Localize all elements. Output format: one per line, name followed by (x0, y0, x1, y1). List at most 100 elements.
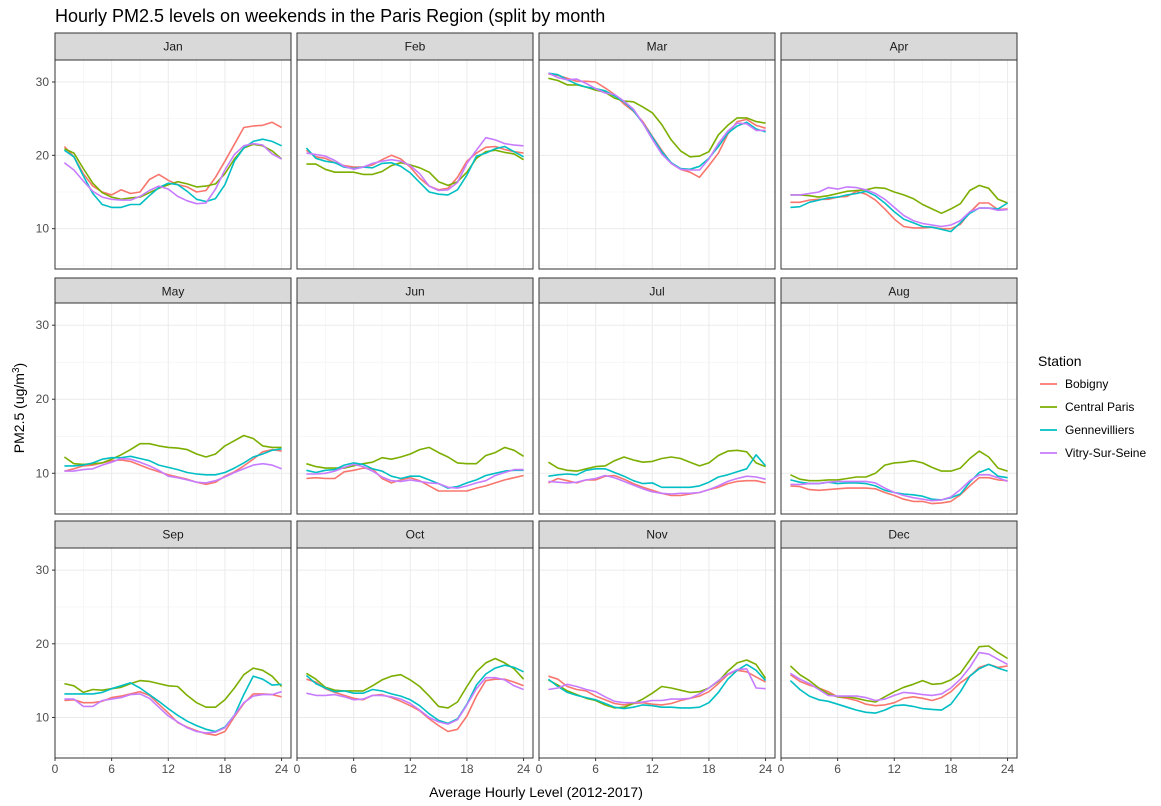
series-line-vitry-sur-seine (306, 136, 524, 192)
facet-strip-label: Mar (647, 40, 668, 54)
series-line-bobigny (306, 467, 524, 492)
series-line-gennevilliers (64, 675, 282, 733)
facet-strip-label: Apr (890, 40, 909, 54)
series-line-central-paris (790, 184, 1008, 215)
facet-strip-label: Nov (646, 528, 667, 542)
series-line-gennevilliers (547, 663, 767, 710)
facet-strip-label: May (162, 285, 185, 299)
facet-strip (780, 277, 1018, 306)
x-tick-label: 24 (1001, 762, 1015, 776)
x-tick-label: 12 (404, 762, 418, 776)
series-line-central-paris (63, 434, 282, 466)
facet-panel-dec: Dec 0 6 12 18 24 (778, 520, 1018, 776)
series-line-gennevilliers (305, 664, 524, 725)
y-tick-label: 10 (36, 710, 50, 724)
panel-border (296, 59, 534, 270)
x-tick-label: 6 (108, 762, 115, 776)
facet-strip (54, 32, 292, 61)
legend-item: Bobigny (1038, 375, 1108, 393)
facet-panel-apr: Apr (780, 32, 1018, 270)
facet-panels: Jan 10 20 30 Feb Mar Apr May 10 20 30 Jun Jul Aug Sep 1… (36, 32, 1018, 776)
series-line-bobigny (306, 678, 524, 733)
series-line-vitry-sur-seine (548, 72, 766, 171)
x-tick-label: 0 (52, 762, 59, 776)
facet-panel-jan: Jan 10 20 30 (36, 32, 292, 270)
facet-strip (780, 520, 1018, 549)
series-line-vitry-sur-seine (306, 676, 524, 725)
series-line-gennevilliers (306, 462, 524, 489)
panel-background (539, 60, 775, 269)
series-line-central-paris (306, 149, 525, 187)
facet-strip (538, 520, 776, 549)
panel-border (296, 302, 534, 515)
legend: Station Bobigny Central Paris Gennevillier… (1038, 353, 1146, 462)
x-tick-label: 18 (218, 762, 232, 776)
series-line-central-paris (547, 449, 766, 472)
series-line-central-paris (790, 450, 1008, 482)
facet-strip-label: Feb (405, 40, 426, 54)
panel-background (781, 60, 1017, 269)
facet-strip (296, 32, 534, 61)
series-line-vitry-sur-seine (63, 142, 282, 205)
facet-panel-jul: Jul (538, 277, 776, 515)
facet-strip (296, 277, 534, 306)
legend-label: Central Paris (1065, 400, 1134, 414)
facet-strip (54, 520, 292, 549)
series-line-vitry-sur-seine (306, 463, 524, 489)
facet-strip (538, 277, 776, 306)
panel-border (54, 59, 292, 270)
series-line-gennevilliers (305, 145, 524, 196)
facet-strip-label: Sep (162, 528, 184, 542)
x-tick-label: 0 (294, 762, 301, 776)
facet-panel-mar: Mar (538, 32, 776, 270)
y-tick-label: 10 (36, 222, 50, 236)
x-tick-label: 18 (460, 762, 474, 776)
series-line-vitry-sur-seine (64, 457, 282, 484)
panel-background (55, 60, 291, 269)
legend-item: Central Paris (1038, 398, 1134, 416)
panel-border (780, 302, 1018, 515)
panel-border (780, 59, 1018, 270)
facet-strip-label: Jan (163, 40, 182, 54)
legend-item: Vitry-Sur-Seine (1038, 444, 1146, 462)
series-line-central-paris (64, 667, 283, 709)
x-tick-label: 0 (778, 762, 785, 776)
x-tick-label: 24 (517, 762, 531, 776)
facet-strip-label: Dec (888, 528, 909, 542)
legend-title: Station (1038, 353, 1082, 369)
y-tick-label: 20 (36, 637, 50, 651)
y-tick-label: 30 (36, 75, 50, 89)
panel-background (55, 303, 291, 514)
facet-strip-label: Jul (649, 285, 664, 299)
panel-border (538, 547, 776, 759)
series-line-gennevilliers (790, 190, 1009, 233)
x-tick-label: 6 (350, 762, 357, 776)
series-line-vitry-sur-seine (790, 473, 1008, 502)
facet-panel-may: May 10 20 30 (36, 277, 292, 515)
x-tick-label: 18 (702, 762, 716, 776)
x-tick-label: 24 (759, 762, 773, 776)
panel-border (538, 59, 776, 270)
facet-panel-jun: Jun (296, 277, 534, 515)
facet-strip (296, 520, 534, 549)
panel-border (54, 302, 292, 515)
series-line-gennevilliers (548, 72, 766, 171)
series-line-vitry-sur-seine (790, 186, 1008, 228)
facet-strip-label: Aug (888, 285, 909, 299)
x-tick-label: 12 (646, 762, 660, 776)
series-line-vitry-sur-seine (64, 690, 282, 734)
legend-label: Gennevilliers (1065, 423, 1134, 437)
x-tick-label: 12 (162, 762, 176, 776)
series-line-gennevilliers (63, 138, 282, 209)
facet-strip-label: Jun (405, 285, 424, 299)
series-line-bobigny (790, 476, 1008, 505)
facet-strip-label: Oct (406, 528, 425, 542)
facet-panel-oct: Oct 0 6 12 18 24 (294, 520, 534, 776)
legend-label: Vitry-Sur-Seine (1065, 446, 1146, 460)
y-tick-label: 20 (36, 148, 50, 162)
facet-strip (538, 32, 776, 61)
x-tick-label: 24 (275, 762, 289, 776)
x-tick-label: 12 (888, 762, 902, 776)
facet-panel-sep: Sep 10 20 30 0 6 12 18 24 (36, 520, 292, 776)
